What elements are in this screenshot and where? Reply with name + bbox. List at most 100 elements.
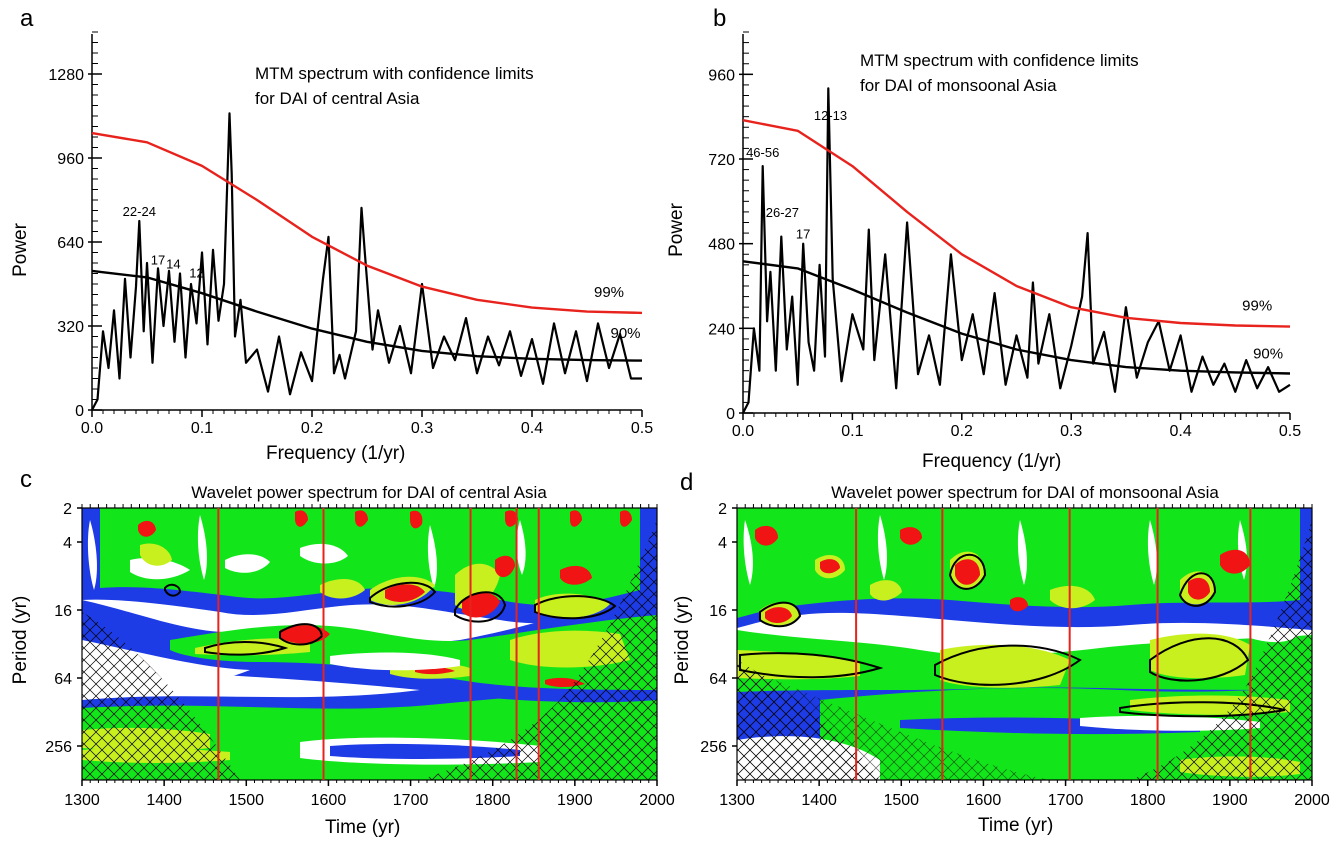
panel-a-xlabel: Frequency (1/yr) <box>266 443 405 464</box>
x-tick-label: 1900 <box>1212 792 1248 809</box>
y-tick-label: 64 <box>709 671 727 688</box>
peak-period-label: 46-56 <box>746 145 779 160</box>
y-tick-label: 1280 <box>48 67 84 84</box>
y-tick-label: 4 <box>718 535 727 552</box>
x-tick-label: 1600 <box>311 792 347 809</box>
panel-a-title-line2: for DAI of central Asia <box>255 89 420 108</box>
y-tick-label: 0 <box>75 403 84 420</box>
y-tick-label: 256 <box>700 739 727 756</box>
confidence-label: 99% <box>1242 298 1272 315</box>
limit99-line <box>91 131 643 315</box>
panel-a-title-line1: MTM spectrum with confidence limits <box>255 64 534 83</box>
panel-c-era-markers <box>217 508 540 780</box>
x-tick-label: 0.2 <box>301 420 323 437</box>
x-tick-label: 0.2 <box>951 423 973 440</box>
x-tick-label: 0.5 <box>631 420 653 437</box>
x-tick-label: 1400 <box>146 792 182 809</box>
x-tick-label: 0.3 <box>1060 423 1082 440</box>
x-tick-label: 0.4 <box>1169 423 1191 440</box>
panel-d-power-field <box>737 508 1312 780</box>
peak-period-label: 17 <box>796 226 810 241</box>
peak-period-label: 12 <box>189 265 203 280</box>
panel-c-title: Wavelet power spectrum for DAI of centra… <box>191 483 547 502</box>
y-tick-label: 256 <box>45 739 72 756</box>
x-tick-label: 1500 <box>883 792 919 809</box>
y-tick-label: 2 <box>63 501 72 518</box>
x-tick-label: 0.5 <box>1279 423 1301 440</box>
x-tick-label: 0.1 <box>191 420 213 437</box>
x-tick-label: 1900 <box>557 792 593 809</box>
x-tick-label: 1400 <box>801 792 837 809</box>
confidence-label: 90% <box>1253 345 1283 362</box>
panel-d-title: Wavelet power spectrum for DAI of monsoo… <box>831 483 1219 502</box>
panel-b-letter: b <box>713 5 726 32</box>
y-tick-label: 2 <box>718 501 727 518</box>
peak-period-label: 17 <box>151 252 165 267</box>
confidence-label: 90% <box>610 325 640 342</box>
panel-b: b MTM spectrum with confidence limits fo… <box>666 5 1301 472</box>
panel-a-ticks: 0 320 640 960 1280 0.0 0.1 0.2 0.3 0.4 0.5 <box>48 31 653 437</box>
x-tick-label: 2000 <box>1294 792 1330 809</box>
x-tick-label: 1500 <box>228 792 264 809</box>
y-tick-label: 16 <box>54 603 72 620</box>
limit90-line <box>742 260 1291 375</box>
panel-b-title-line1: MTM spectrum with confidence limits <box>860 51 1139 70</box>
x-tick-label: 1800 <box>1130 792 1166 809</box>
panel-a-annotations: 22-24 17 14 12 99% 90% <box>123 204 641 342</box>
peak-period-label: 22-24 <box>123 204 156 219</box>
x-tick-label: 1600 <box>966 792 1002 809</box>
x-tick-label: 0.0 <box>732 423 754 440</box>
panel-c: c Wavelet power spectrum for DAI of cent… <box>10 466 675 838</box>
y-tick-label: 16 <box>709 603 727 620</box>
panel-d-era-markers <box>855 508 1252 780</box>
peak-period-label: 12-13 <box>814 108 847 123</box>
y-tick-label: 240 <box>708 321 735 338</box>
panel-a-lines <box>91 112 643 411</box>
x-tick-label: 2000 <box>639 792 675 809</box>
peak-period-label: 14 <box>166 256 180 271</box>
panel-c-ticks: 1300 1400 1500 1600 1700 1800 1900 2000 2 4 16 64 25… <box>45 501 675 809</box>
panel-c-ylabel: Period (yr) <box>10 596 31 685</box>
x-tick-label: 0.4 <box>521 420 543 437</box>
y-tick-label: 64 <box>54 671 72 688</box>
spectrum-line <box>91 112 642 411</box>
panel-b-ticks: 0 240 480 720 960 0.0 0.1 0.2 0.3 0.4 0.5 <box>708 31 1301 440</box>
panel-d-xlabel: Time (yr) <box>978 815 1053 836</box>
x-tick-label: 1700 <box>393 792 429 809</box>
panel-a-letter: a <box>20 5 34 32</box>
y-tick-label: 4 <box>63 535 72 552</box>
x-tick-label: 1300 <box>719 792 755 809</box>
panel-b-annotations: 12-13 46-56 26-27 17 99% 90% <box>746 108 1283 362</box>
x-tick-label: 1800 <box>475 792 511 809</box>
panel-d-letter: d <box>680 469 693 496</box>
x-tick-label: 1700 <box>1048 792 1084 809</box>
y-tick-label: 960 <box>57 151 84 168</box>
confidence-label: 99% <box>594 284 624 301</box>
peak-period-label: 26-27 <box>766 205 799 220</box>
y-tick-label: 640 <box>57 235 84 252</box>
x-tick-label: 0.3 <box>411 420 433 437</box>
panel-a: a MTM spectrum with confidence limits fo… <box>10 5 653 464</box>
y-tick-label: 960 <box>708 67 735 84</box>
y-tick-label: 320 <box>57 319 84 336</box>
panel-c-letter: c <box>20 466 32 493</box>
panel-a-ylabel: Power <box>10 222 31 277</box>
panel-d-ylabel: Period (yr) <box>672 596 693 685</box>
y-tick-label: 480 <box>708 237 735 254</box>
panel-b-lines <box>742 87 1291 414</box>
panel-c-power-field <box>82 508 657 780</box>
panel-b-xlabel: Frequency (1/yr) <box>922 451 1061 472</box>
panel-d: d Wavelet power spectrum for DAI of mons… <box>672 469 1330 836</box>
limit90-line <box>91 269 643 362</box>
panel-c-xlabel: Time (yr) <box>325 817 400 838</box>
x-tick-label: 0.1 <box>841 423 863 440</box>
panel-b-ylabel: Power <box>666 202 687 257</box>
spectrum-line <box>742 87 1291 414</box>
x-tick-label: 1300 <box>64 792 100 809</box>
y-tick-label: 720 <box>708 152 735 169</box>
limit99-line <box>742 119 1291 328</box>
x-tick-label: 0.0 <box>81 420 103 437</box>
panel-d-ticks: 1300 1400 1500 1600 1700 1800 1900 2000 2 4 16 64 25… <box>700 501 1330 809</box>
y-tick-label: 0 <box>726 406 735 423</box>
